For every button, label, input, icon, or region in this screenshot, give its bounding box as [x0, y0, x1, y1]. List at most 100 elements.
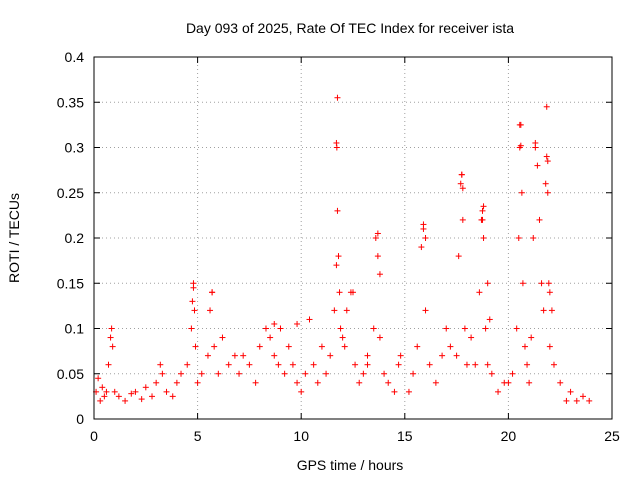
- y-tick-label: 0.3: [65, 140, 85, 156]
- data-point: [184, 361, 191, 368]
- data-point: [240, 352, 247, 359]
- x-tick-label: 20: [501, 428, 517, 444]
- data-point: [194, 379, 201, 386]
- data-point: [484, 280, 491, 287]
- data-point: [480, 203, 487, 210]
- data-point: [364, 352, 371, 359]
- data-point: [132, 388, 139, 395]
- data-point: [356, 379, 363, 386]
- data-point: [472, 361, 479, 368]
- data-point: [157, 361, 164, 368]
- data-point: [350, 289, 356, 296]
- y-tick-label: 0.2: [65, 230, 85, 246]
- data-point: [586, 397, 593, 404]
- data-point: [169, 393, 176, 400]
- data-point: [374, 253, 381, 260]
- data-point: [482, 325, 489, 332]
- data-point: [479, 216, 486, 223]
- x-tick-labels: 0 5 10 15 20 25: [90, 428, 620, 444]
- data-point: [548, 307, 555, 314]
- y-tick-label: 0.35: [57, 94, 84, 110]
- data-point: [352, 361, 359, 368]
- data-point: [479, 207, 486, 214]
- data-point: [128, 390, 135, 397]
- data-point: [381, 370, 388, 377]
- data-point: [95, 375, 102, 382]
- data-point: [192, 343, 199, 350]
- data-point: [573, 397, 580, 404]
- y-tick-label: 0.05: [57, 366, 84, 382]
- data-point: [410, 370, 417, 377]
- x-tick-label: 25: [604, 428, 620, 444]
- data-point: [341, 343, 348, 350]
- data-point: [271, 320, 278, 327]
- data-point: [188, 325, 195, 332]
- data-point: [530, 235, 537, 241]
- data-point: [458, 171, 465, 178]
- data-point: [443, 325, 450, 332]
- grid-lines: [94, 57, 612, 419]
- data-point: [422, 307, 429, 314]
- data-point: [252, 379, 259, 386]
- data-point: [306, 316, 313, 323]
- data-point: [310, 361, 317, 368]
- x-tick-label: 10: [293, 428, 309, 444]
- data-point: [115, 393, 122, 400]
- data-point: [285, 343, 292, 350]
- data-point: [567, 388, 574, 395]
- data-point: [385, 379, 392, 386]
- data-points: [93, 94, 593, 404]
- data-point: [372, 235, 379, 241]
- data-point: [108, 325, 115, 332]
- data-point: [544, 189, 551, 196]
- data-point: [163, 388, 170, 395]
- y-tick-label: 0: [76, 411, 84, 427]
- data-point: [334, 207, 341, 214]
- data-point: [505, 379, 512, 386]
- x-tick-label: 5: [194, 428, 202, 444]
- data-point: [97, 397, 104, 404]
- data-point: [337, 325, 344, 332]
- data-point: [432, 379, 439, 386]
- data-point: [277, 325, 284, 332]
- data-point: [484, 361, 491, 368]
- data-point: [519, 280, 526, 287]
- data-point: [395, 361, 402, 368]
- data-point: [521, 343, 528, 350]
- data-point: [204, 352, 211, 359]
- data-point: [376, 334, 383, 341]
- data-point: [246, 361, 253, 368]
- data-point: [543, 153, 550, 160]
- data-point: [579, 393, 586, 400]
- data-point: [302, 370, 309, 377]
- data-point: [391, 388, 398, 395]
- data-point: [426, 361, 433, 368]
- data-point: [219, 334, 226, 341]
- data-point: [178, 370, 185, 377]
- data-point: [468, 334, 475, 341]
- data-point: [225, 361, 232, 368]
- data-point: [122, 397, 129, 404]
- data-point: [463, 361, 470, 368]
- data-point: [173, 379, 180, 386]
- data-point: [374, 230, 381, 237]
- data-point: [453, 352, 460, 359]
- data-point: [153, 379, 160, 386]
- data-point: [327, 352, 334, 359]
- data-point: [360, 370, 367, 377]
- x-tick-label: 0: [90, 428, 98, 444]
- data-point: [422, 235, 429, 241]
- data-point: [509, 370, 516, 377]
- data-point: [105, 361, 112, 368]
- data-point: [524, 361, 531, 368]
- data-point: [271, 352, 278, 359]
- data-point: [476, 289, 483, 296]
- data-point: [516, 121, 523, 128]
- data-point: [459, 185, 466, 192]
- data-point: [544, 158, 551, 165]
- y-tick-label: 0.15: [57, 275, 84, 291]
- data-point: [447, 343, 454, 350]
- data-point: [418, 244, 425, 251]
- y-tick-label: 0.25: [57, 185, 84, 201]
- data-point: [209, 289, 216, 296]
